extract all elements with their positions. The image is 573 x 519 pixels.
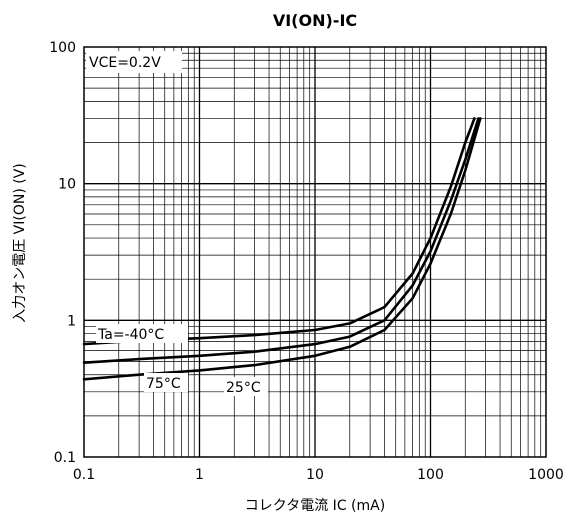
chart-title: VI(ON)-IC <box>273 11 357 30</box>
plot-frame <box>83 46 547 458</box>
x-tick-label: 0.1 <box>73 467 95 483</box>
series-line-2 <box>82 117 482 381</box>
x-tick-label: 1 <box>195 467 204 483</box>
series-label-background <box>224 377 268 396</box>
x-tick-label: 100 <box>417 467 444 483</box>
series-label-2: 75°C <box>146 376 181 392</box>
y-tick-label: 10 <box>58 177 76 193</box>
y-tick-label: 1 <box>67 313 76 329</box>
series-label-1: 25°C <box>226 380 261 396</box>
x-tick-label: 1000 <box>528 467 564 483</box>
series-label-0: Ta=-40°C <box>97 327 164 343</box>
condition-label: VCE=0.2V <box>89 55 161 71</box>
series-lines <box>82 117 482 381</box>
x-tick-label: 10 <box>306 467 324 483</box>
series-line-1 <box>82 117 480 364</box>
tick-labels: 0.1 1 10 100 1000 0.1 1 10 100 <box>49 40 564 483</box>
y-tick-label: 0.1 <box>54 450 76 466</box>
series-label-background <box>96 324 188 343</box>
series-label-background <box>144 373 188 392</box>
series-labels: Ta=-40°C 25°C 75°C <box>96 324 268 396</box>
condition-label-background <box>86 51 182 73</box>
y-axis-label: 入力オン電圧 VI(ON) (V) <box>12 163 28 323</box>
x-axis-label: コレクタ電流 IC (mA) <box>245 498 385 514</box>
y-tick-label: 100 <box>49 40 76 56</box>
series-line-0 <box>82 117 476 346</box>
